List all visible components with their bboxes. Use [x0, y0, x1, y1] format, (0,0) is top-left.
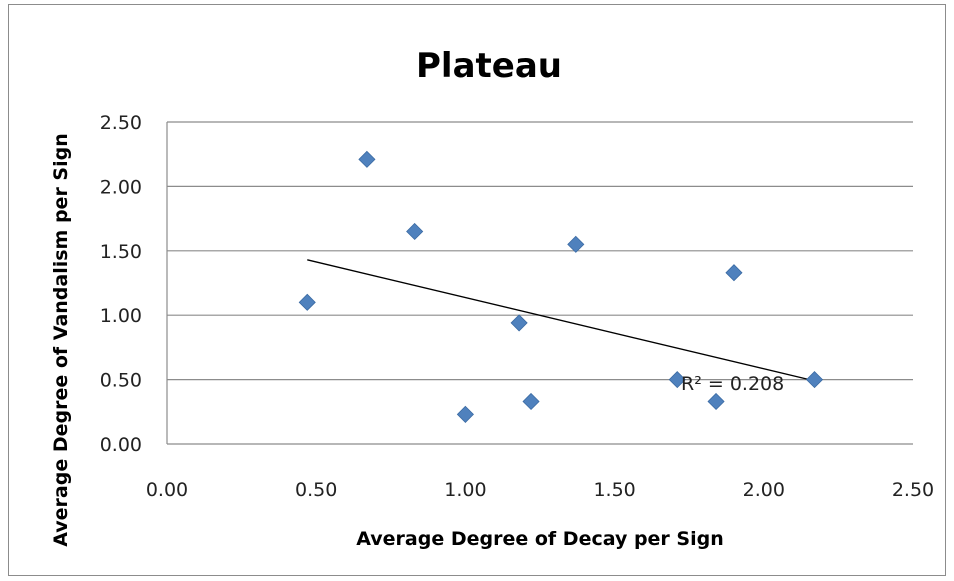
y-tick-label: 1.00 [100, 305, 142, 327]
y-tick-label: 0.00 [100, 434, 142, 456]
x-tick-label: 0.00 [146, 479, 188, 501]
x-tick-labels: 0.00 0.50 1.00 1.50 2.00 2.50 [146, 479, 934, 501]
data-point [725, 264, 743, 282]
data-point [298, 293, 316, 311]
y-tick-label: 1.50 [100, 241, 142, 263]
data-point [510, 314, 528, 332]
trendline [307, 259, 815, 382]
data-point [668, 371, 686, 389]
y-tick-labels: 0.00 0.50 1.00 1.50 2.00 2.50 [100, 112, 142, 456]
data-point [456, 405, 474, 423]
y-tick-label: 2.50 [100, 112, 142, 134]
x-tick-label: 0.50 [295, 479, 337, 501]
data-point [358, 150, 376, 168]
data-point [567, 235, 585, 253]
x-axis-title: Average Degree of Decay per Sign [356, 528, 724, 550]
data-point [406, 222, 424, 241]
y-tick-label: 2.00 [100, 176, 142, 198]
data-point [522, 392, 540, 411]
x-tick-label: 1.50 [593, 479, 635, 501]
data-point [707, 392, 725, 411]
y-tick-label: 0.50 [100, 370, 142, 392]
data-point [805, 371, 824, 389]
x-tick-label: 2.50 [892, 479, 934, 501]
y-axis-title: Average Degree of Vandalism per Sign [50, 133, 72, 547]
x-tick-label: 1.00 [444, 479, 486, 501]
chart-title: Plateau [416, 46, 562, 86]
chart-frame [8, 4, 946, 576]
gridlines [166, 121, 913, 445]
x-tick-label: 2.00 [743, 479, 785, 501]
r-squared-label: R² = 0.208 [681, 373, 784, 395]
data-points [298, 150, 824, 423]
trendline-group [307, 259, 815, 382]
